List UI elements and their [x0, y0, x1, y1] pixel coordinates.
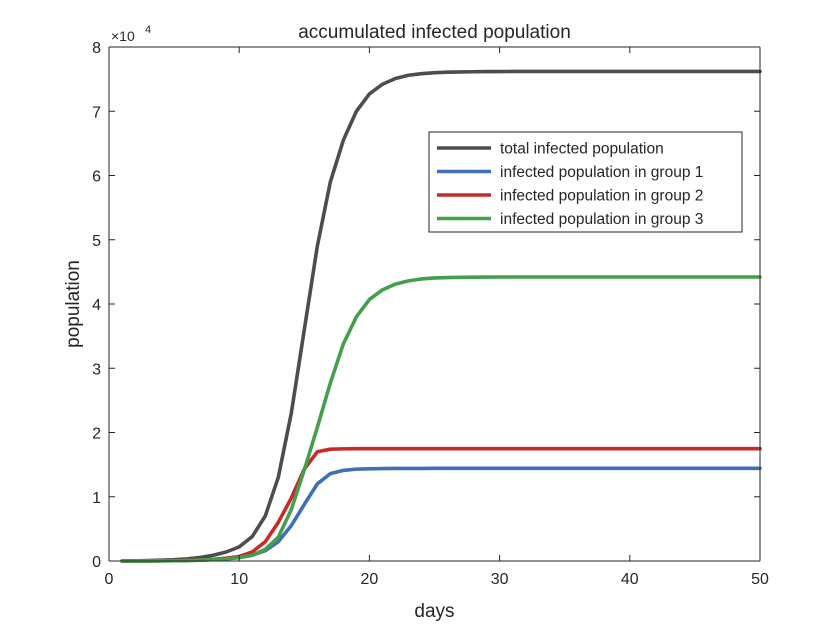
legend-label: infected population in group 2 [500, 188, 703, 205]
y-tick-label: 2 [92, 426, 101, 443]
x-axis-label: days [414, 601, 454, 622]
y-tick-label: 8 [92, 40, 101, 57]
x-tick-label: 50 [751, 571, 769, 588]
x-tick-label: 20 [361, 571, 379, 588]
plot-area [109, 47, 760, 561]
y-tick-label: 5 [92, 233, 101, 250]
y-exponent-label: ×10 4 [111, 24, 151, 44]
legend-label: infected population in group 3 [500, 211, 703, 228]
y-axis-label: population [63, 260, 84, 348]
y-tick-label: 7 [92, 104, 101, 121]
y-tick-label: 3 [92, 361, 101, 378]
x-tick-label: 40 [621, 571, 639, 588]
series-line-4 [120, 275, 762, 563]
y-exponent-power: 4 [145, 24, 151, 36]
chart-title: accumulated infected population [298, 22, 571, 43]
series-line-1 [120, 69, 762, 563]
y-tick-label: 6 [92, 169, 101, 186]
series-layer [120, 69, 762, 563]
legend: total infected population infected popula… [428, 131, 743, 233]
x-axis-ticks: 0 10 20 30 40 50 [105, 47, 769, 588]
x-tick-label: 30 [491, 571, 509, 588]
x-tick-label: 0 [105, 571, 114, 588]
legend-label: total infected population [500, 141, 664, 158]
y-tick-label: 1 [92, 490, 101, 507]
legend-label: infected population in group 1 [500, 164, 703, 181]
y-exponent-base: ×10 [111, 28, 135, 44]
y-tick-label: 4 [92, 297, 101, 314]
y-axis-ticks: 0 1 2 3 4 5 6 7 8 [92, 40, 760, 571]
x-tick-label: 10 [230, 571, 248, 588]
y-tick-label: 0 [92, 554, 101, 571]
legend-entries: total infected population infected popula… [437, 141, 703, 228]
